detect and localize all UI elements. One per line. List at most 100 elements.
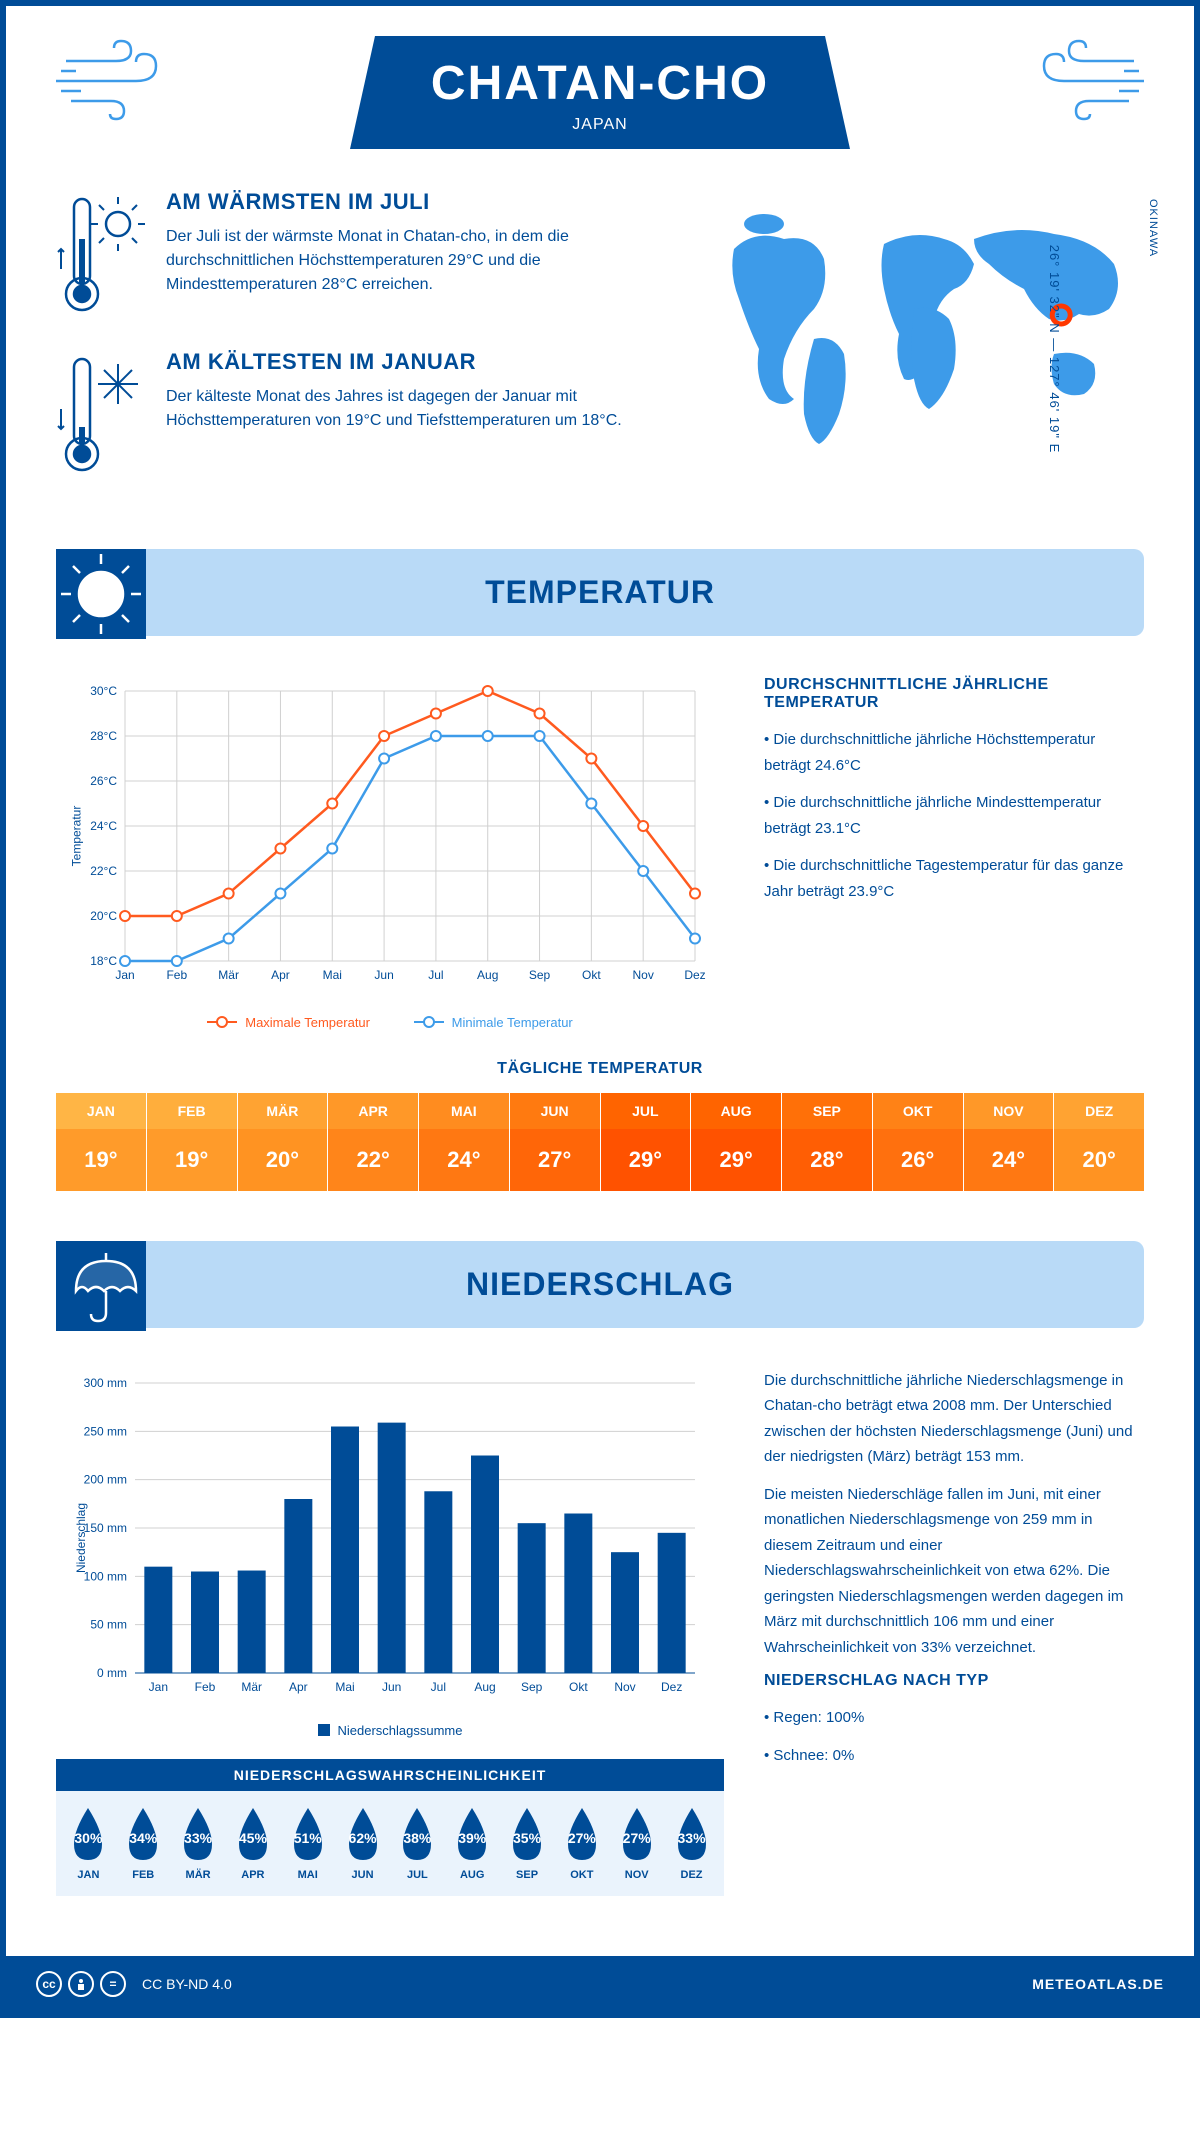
- temp-col: JAN 19°: [56, 1093, 147, 1191]
- nd-icon: =: [100, 1971, 126, 1997]
- temp-col: OKT 26°: [873, 1093, 964, 1191]
- rain-probability-row: 30% JAN 34% FEB 33% MÄR 45% APR: [56, 1791, 724, 1896]
- svg-text:Feb: Feb: [195, 1680, 216, 1694]
- rain-drop-col: 35% SEP: [500, 1806, 555, 1881]
- coldest-title: AM KÄLTESTEN IM JANUAR: [166, 349, 654, 375]
- svg-text:Dez: Dez: [684, 968, 705, 982]
- svg-text:Sep: Sep: [521, 1680, 543, 1694]
- svg-text:Apr: Apr: [271, 968, 290, 982]
- precip-bar-chart: Niederschlag 0 mm 50 mm 100 mm 150 mm 200 mm…: [56, 1368, 724, 1708]
- precip-info: Die durchschnittliche jährliche Niedersc…: [764, 1368, 1144, 1897]
- title-banner: CHATAN-CHO JAPAN: [350, 36, 850, 149]
- svg-text:Jun: Jun: [382, 1680, 401, 1694]
- svg-text:Mai: Mai: [323, 968, 342, 982]
- svg-text:26°C: 26°C: [90, 774, 117, 788]
- temp-col: MAI 24°: [419, 1093, 510, 1191]
- svg-text:22°C: 22°C: [90, 864, 117, 878]
- header: CHATAN-CHO JAPAN: [56, 36, 1144, 149]
- svg-text:250 mm: 250 mm: [84, 1424, 127, 1438]
- rain-drop-col: 51% MAI: [280, 1806, 335, 1881]
- svg-text:200 mm: 200 mm: [84, 1472, 127, 1486]
- svg-text:100 mm: 100 mm: [84, 1569, 127, 1583]
- info-row: AM WÄRMSTEN IM JULI Der Juli ist der wär…: [56, 189, 1144, 509]
- site-name: METEOATLAS.DE: [1032, 1976, 1164, 1992]
- temp-ylabel: Temperatur: [69, 806, 83, 867]
- svg-text:150 mm: 150 mm: [84, 1521, 127, 1535]
- umbrella-icon: [56, 1241, 146, 1331]
- temp-col: JUL 29°: [601, 1093, 692, 1191]
- precip-section-title: NIEDERSCHLAG: [56, 1266, 1144, 1303]
- temp-info-heading: DURCHSCHNITTLICHE JÄHRLICHE TEMPERATUR: [764, 676, 1144, 712]
- by-icon: [68, 1971, 94, 1997]
- precip-ylabel: Niederschlag: [74, 1502, 88, 1572]
- temp-col: FEB 19°: [147, 1093, 238, 1191]
- license-text: CC BY-ND 4.0: [142, 1976, 232, 1992]
- svg-text:Nov: Nov: [614, 1680, 635, 1694]
- temp-col: NOV 24°: [964, 1093, 1055, 1191]
- warmest-text: Der Juli ist der wärmste Monat in Chatan…: [166, 225, 654, 297]
- rain-drop-col: 34% FEB: [116, 1806, 171, 1881]
- thermometer-cold-icon: [56, 349, 146, 479]
- rain-drop-col: 45% APR: [225, 1806, 280, 1881]
- sun-icon: [56, 549, 146, 639]
- rain-drop-col: 38% JUL: [390, 1806, 445, 1881]
- temperature-line-chart: Temperatur 18°C20°C22°C24°C26°C28°C30°CJ…: [56, 676, 724, 996]
- svg-text:28°C: 28°C: [90, 729, 117, 743]
- temp-info: DURCHSCHNITTLICHE JÄHRLICHE TEMPERATUR •…: [764, 676, 1144, 1030]
- warmest-title: AM WÄRMSTEN IM JULI: [166, 189, 654, 215]
- precip-legend: Niederschlagssumme: [56, 1723, 724, 1740]
- temp-col: AUG 29°: [691, 1093, 782, 1191]
- svg-text:Jul: Jul: [431, 1680, 446, 1694]
- precip-section-header: NIEDERSCHLAG: [56, 1241, 1144, 1328]
- svg-text:Feb: Feb: [166, 968, 187, 982]
- temp-col: MÄR 20°: [238, 1093, 329, 1191]
- coldest-text: Der kälteste Monat des Jahres ist dagege…: [166, 385, 654, 433]
- rain-drop-col: 27% NOV: [609, 1806, 664, 1881]
- svg-text:Dez: Dez: [661, 1680, 682, 1694]
- svg-text:Jan: Jan: [149, 1680, 168, 1694]
- coordinates: 26° 19' 32" N — 127° 46' 19" E: [1047, 245, 1062, 454]
- svg-text:Okt: Okt: [582, 968, 601, 982]
- svg-text:300 mm: 300 mm: [84, 1376, 127, 1390]
- svg-text:50 mm: 50 mm: [90, 1617, 127, 1631]
- svg-text:30°C: 30°C: [90, 684, 117, 698]
- rain-drop-col: 30% JAN: [61, 1806, 116, 1881]
- svg-text:Aug: Aug: [477, 968, 498, 982]
- svg-text:18°C: 18°C: [90, 954, 117, 968]
- svg-text:Nov: Nov: [633, 968, 654, 982]
- svg-text:Mai: Mai: [335, 1680, 354, 1694]
- svg-text:24°C: 24°C: [90, 819, 117, 833]
- svg-text:Sep: Sep: [529, 968, 551, 982]
- svg-text:Jul: Jul: [428, 968, 443, 982]
- svg-text:Mär: Mär: [218, 968, 239, 982]
- svg-text:Jan: Jan: [115, 968, 134, 982]
- world-map: OKINAWA 26° 19' 32" N — 127° 46' 19" E: [684, 189, 1144, 509]
- temp-bullet: • Die durchschnittliche jährliche Höchst…: [764, 727, 1144, 778]
- precip-type-heading: NIEDERSCHLAG NACH TYP: [764, 1672, 1144, 1690]
- page-title: CHATAN-CHO: [430, 56, 770, 111]
- rain-drop-col: 27% OKT: [554, 1806, 609, 1881]
- svg-text:Mär: Mär: [241, 1680, 262, 1694]
- svg-text:Jun: Jun: [374, 968, 393, 982]
- rain-drop-col: 62% JUN: [335, 1806, 390, 1881]
- license-icons: cc = CC BY-ND 4.0: [36, 1971, 232, 1997]
- svg-text:Okt: Okt: [569, 1680, 588, 1694]
- precip-type-bullet: • Schnee: 0%: [764, 1743, 1144, 1769]
- wind-icon: [56, 36, 176, 126]
- temp-bullet: • Die durchschnittliche jährliche Mindes…: [764, 790, 1144, 841]
- rain-drop-col: 33% DEZ: [664, 1806, 719, 1881]
- warmest-block: AM WÄRMSTEN IM JULI Der Juli ist der wär…: [56, 189, 654, 319]
- temperature-section-header: TEMPERATUR: [56, 549, 1144, 636]
- temp-section-title: TEMPERATUR: [56, 574, 1144, 611]
- temp-col: JUN 27°: [510, 1093, 601, 1191]
- precip-p2: Die meisten Niederschläge fallen im Juni…: [764, 1482, 1144, 1661]
- temp-col: SEP 28°: [782, 1093, 873, 1191]
- wind-icon: [1024, 36, 1144, 126]
- temp-legend: Maximale Temperatur Minimale Temperatur: [56, 1011, 724, 1030]
- cc-icon: cc: [36, 1971, 62, 1997]
- precip-p1: Die durchschnittliche jährliche Niedersc…: [764, 1368, 1144, 1470]
- daily-temp-table: JAN 19° FEB 19° MÄR 20° APR 22° MAI 24° …: [56, 1093, 1144, 1191]
- svg-text:0 mm: 0 mm: [97, 1666, 127, 1680]
- temp-col: APR 22°: [328, 1093, 419, 1191]
- precip-type-bullet: • Regen: 100%: [764, 1705, 1144, 1731]
